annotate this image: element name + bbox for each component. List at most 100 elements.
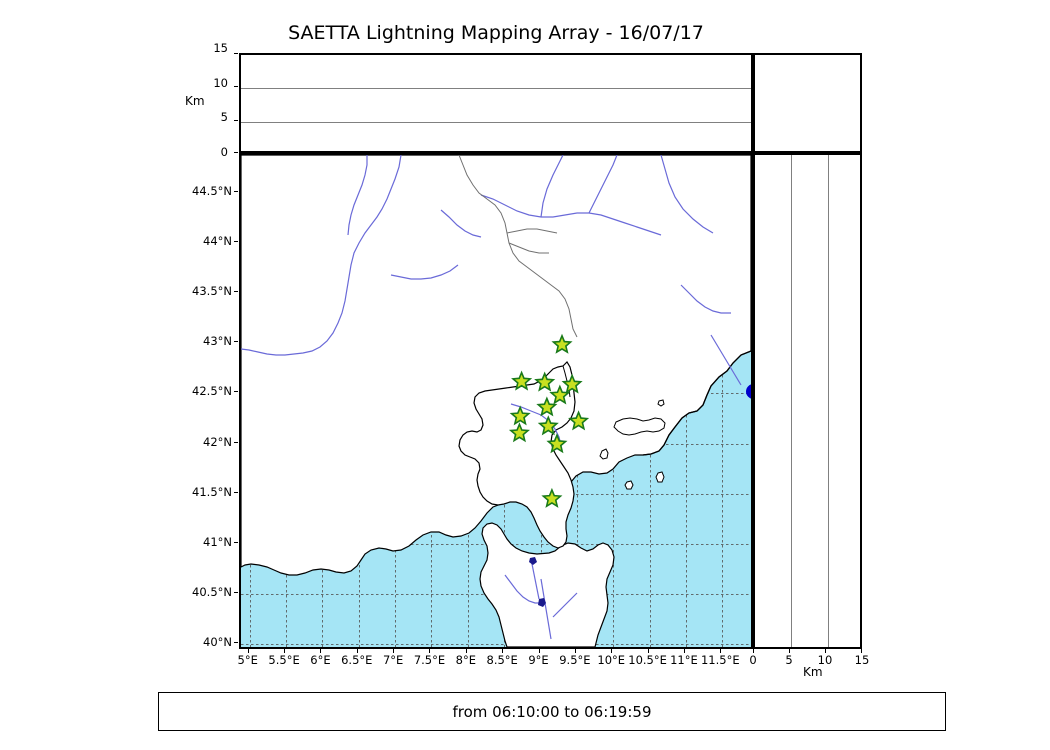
landmass-continental-europe xyxy=(241,155,751,576)
landmass-elba xyxy=(613,417,666,436)
ytick-map-40.5: 40.5°N xyxy=(192,584,232,599)
ytick-map-41: 41°N xyxy=(203,534,232,549)
ytick-top-10: 10 xyxy=(213,76,228,90)
station-marker-10[interactable] xyxy=(508,422,530,443)
gridline-lat-40 xyxy=(241,643,751,645)
border-france-italy xyxy=(458,155,578,338)
map-geometry xyxy=(241,155,751,647)
ytick-map-44.5: 44.5°N xyxy=(192,184,232,199)
tickmark-map-lon-10.5 xyxy=(647,649,649,653)
tickmark-map-lat-43.5 xyxy=(234,291,238,293)
station-marker-6[interactable] xyxy=(536,396,558,417)
river-tiber xyxy=(710,334,742,386)
xtick-map-9.5: 9.5°E xyxy=(559,653,591,667)
tickmark-map-lon-6.5 xyxy=(356,649,358,653)
river-sardinia-4 xyxy=(552,592,578,618)
tickmark-map-lat-41.5 xyxy=(234,491,238,493)
tickmark-map-lat-42.5 xyxy=(234,391,238,393)
ytick-top-15: 15 xyxy=(213,41,228,55)
tickmark-map-lon-11 xyxy=(683,649,685,653)
tickmark-map-lat-40.5 xyxy=(234,591,238,593)
tickmark-map-lat-44 xyxy=(234,241,238,243)
station-marker-11[interactable] xyxy=(546,433,568,454)
tickmark-map-lon-9.5 xyxy=(574,649,576,653)
river-rhone xyxy=(241,155,402,356)
station-markers-layer xyxy=(508,333,590,508)
station-marker-2[interactable] xyxy=(511,370,533,391)
tickmark-map-lon-8 xyxy=(465,649,467,653)
xtick-map-11.5: 11.5°E xyxy=(700,653,740,667)
river-saone xyxy=(347,155,368,236)
status-bar[interactable]: from 06:10:00 to 06:19:59 xyxy=(158,692,946,731)
ytick-top-5: 5 xyxy=(220,110,228,124)
river-sardinia-2 xyxy=(504,574,541,604)
station-marker-12[interactable] xyxy=(541,487,563,508)
tickmark-map-lat-41 xyxy=(234,541,238,543)
river-po-tributary-1 xyxy=(540,155,564,218)
xtick-map-8.5: 8.5°E xyxy=(486,653,518,667)
tickmark-top-15 xyxy=(234,53,238,54)
axis-label-right-km: Km xyxy=(803,665,823,679)
ytick-map-40: 40°N xyxy=(203,634,232,649)
station-marker-3[interactable] xyxy=(534,371,556,392)
xtick-map-7.5: 7.5°E xyxy=(413,653,446,667)
tickmark-map-lat-43 xyxy=(234,341,238,343)
tickmark-right-5 xyxy=(789,649,790,653)
station-marker-1[interactable] xyxy=(551,333,573,354)
river-sardinia-1 xyxy=(540,578,552,640)
river-arno xyxy=(680,284,731,314)
ytick-map-43: 43°N xyxy=(203,334,232,349)
landmass-sardinia xyxy=(479,522,615,647)
tickmark-top-5 xyxy=(234,120,238,121)
xtick-right-0: 0 xyxy=(749,653,757,667)
station-marker-5[interactable] xyxy=(549,384,571,405)
gridline-lon-11.5 xyxy=(722,155,724,647)
corner-panel[interactable] xyxy=(753,53,862,153)
tickmark-top-10 xyxy=(234,86,238,87)
ytick-map-41.5: 41.5°N xyxy=(192,484,232,499)
tickmark-map-lon-5 xyxy=(247,649,249,653)
rivers-layer xyxy=(241,155,742,640)
tickmark-right-0 xyxy=(753,649,754,653)
xtick-map-10: 10°E xyxy=(597,653,626,667)
ytick-map-44: 44°N xyxy=(203,234,232,249)
elevation-right-panel[interactable] xyxy=(753,153,862,649)
landmass-capraia xyxy=(599,448,609,460)
river-isere xyxy=(440,209,482,238)
coastline-tuscany xyxy=(642,350,751,456)
xtick-map-5.5: 5.5°E xyxy=(268,653,300,667)
xtick-map-7: 7°E xyxy=(382,653,404,667)
tickmark-map-lon-5.5 xyxy=(284,649,286,653)
gridline-right-5 xyxy=(791,155,793,647)
tickmark-top-0 xyxy=(234,152,238,153)
landmass-pianosa xyxy=(624,480,634,490)
gridline-top-10 xyxy=(241,88,751,90)
tickmark-map-lon-7 xyxy=(393,649,395,653)
gridline-top-5 xyxy=(241,121,751,123)
station-marker-9[interactable] xyxy=(537,415,559,436)
river-sardinia-3 xyxy=(530,558,540,600)
river-corsica-golo xyxy=(510,403,562,446)
ytick-top-0: 0 xyxy=(220,145,228,159)
lake-sardinia-2 xyxy=(529,557,537,565)
border-regional-2 xyxy=(508,242,549,254)
station-marker-8[interactable] xyxy=(568,410,590,431)
xtick-map-9: 9°E xyxy=(528,653,549,667)
status-bar-text: from 06:10:00 to 06:19:59 xyxy=(452,702,652,721)
tickmark-map-lon-8.5 xyxy=(502,649,504,653)
landmass-gorgona xyxy=(657,399,665,407)
xtick-map-8: 8°E xyxy=(455,653,476,667)
tickmark-map-lon-6 xyxy=(320,649,322,653)
station-marker-7[interactable] xyxy=(509,405,531,426)
tickmark-map-lon-10 xyxy=(611,649,613,653)
tickmark-map-lon-11.5 xyxy=(720,649,722,653)
vhf-source-marker[interactable] xyxy=(746,383,751,399)
tickmark-map-lon-9 xyxy=(538,649,540,653)
axis-label-top-km: Km xyxy=(185,94,205,108)
elevation-top-panel[interactable] xyxy=(239,53,753,153)
page-title: SAETTA Lightning Mapping Array - 16/07/1… xyxy=(288,22,704,44)
map-panel[interactable] xyxy=(239,153,753,649)
station-marker-4[interactable] xyxy=(561,373,583,394)
ytick-map-43.5: 43.5°N xyxy=(192,284,232,299)
